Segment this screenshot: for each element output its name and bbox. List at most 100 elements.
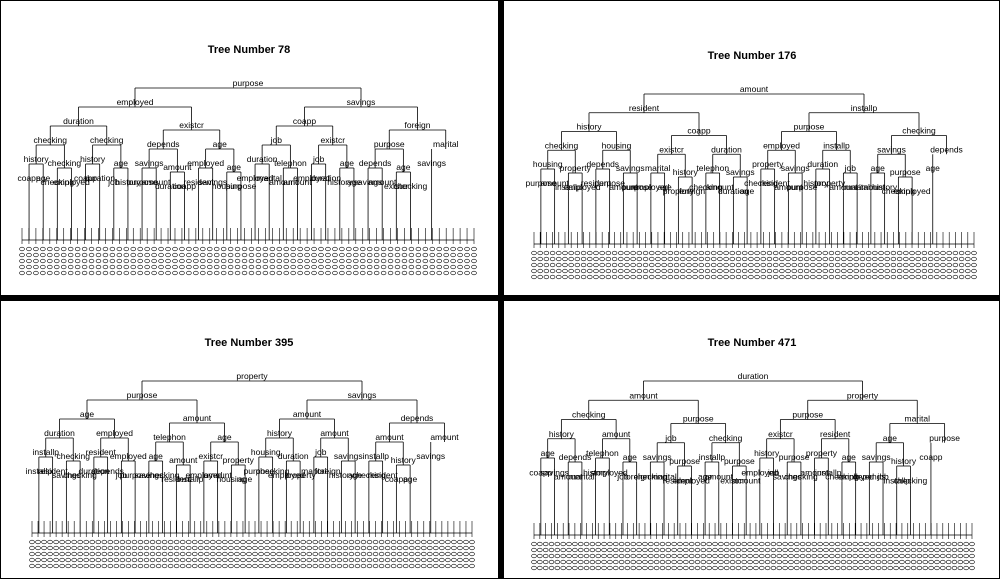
leaf-class-mark xyxy=(74,270,81,276)
leaf-class-mark xyxy=(165,252,171,258)
leaf-class-mark xyxy=(241,258,248,264)
leaf-class-mark xyxy=(655,256,661,262)
leaf-class-mark xyxy=(137,258,143,264)
leaf-class-mark xyxy=(71,557,77,563)
split-node-label: checking xyxy=(784,471,818,481)
leaf-class-mark xyxy=(396,557,403,563)
leaf-class-mark xyxy=(366,539,373,545)
leaf-class-mark xyxy=(61,264,67,270)
leaf-class-mark xyxy=(65,539,71,545)
leaf-class-mark xyxy=(531,547,537,553)
leaf-class-mark xyxy=(214,246,220,252)
leaf-class-mark xyxy=(469,551,475,557)
leaf-class-mark xyxy=(165,246,171,252)
leaf-class-mark xyxy=(47,246,53,252)
leaf-class-mark xyxy=(258,539,264,545)
split-node-label: resident xyxy=(663,475,694,485)
leaf-class-mark xyxy=(241,252,248,258)
leaf-class-mark xyxy=(372,551,379,557)
tree-branches xyxy=(540,93,947,244)
tree-title: Tree Number 471 xyxy=(707,337,797,349)
leaf-class-mark xyxy=(648,565,654,571)
leaf-class-mark xyxy=(198,539,204,545)
leaf-class-mark xyxy=(805,547,812,553)
leaf-class-mark xyxy=(673,268,680,274)
leaf-class-mark xyxy=(927,262,934,268)
split-node-label: employed xyxy=(53,177,90,187)
leaf-class-mark xyxy=(823,559,829,565)
leaf-class-mark xyxy=(137,545,144,551)
leaf-class-mark xyxy=(870,559,876,565)
leaf-class-mark xyxy=(471,258,477,264)
split-node-label: property xyxy=(285,470,317,480)
leaf-class-mark xyxy=(946,250,952,256)
leaf-class-mark xyxy=(421,557,427,563)
leaf-class-mark xyxy=(366,545,373,551)
leaf-class-mark xyxy=(760,262,766,268)
leaf-class-mark xyxy=(192,563,198,569)
leaf-class-mark xyxy=(137,557,144,563)
leaf-class-mark xyxy=(785,274,791,280)
leaf-class-mark xyxy=(193,246,199,252)
leaf-class-mark xyxy=(692,274,698,280)
tree-node-labels: propertypurposeagedurationinstallpinstal… xyxy=(26,371,460,484)
leaf-class-mark xyxy=(125,551,132,557)
split-node-label: resident xyxy=(161,474,192,484)
leaf-class-mark xyxy=(439,563,445,569)
split-node-label: checking xyxy=(256,466,290,476)
leaf-class-mark xyxy=(782,565,788,571)
leaf-class-mark xyxy=(659,565,666,571)
leaf-class-mark xyxy=(593,250,599,256)
leaf-class-mark xyxy=(262,264,269,270)
leaf-class-mark xyxy=(601,541,607,547)
leaf-class-mark xyxy=(583,547,590,553)
split-node-label: amount xyxy=(540,178,569,188)
leaf-class-mark xyxy=(940,268,946,274)
leaf-class-mark xyxy=(220,246,227,252)
leaf-class-mark xyxy=(471,252,477,258)
leaf-class-mark xyxy=(834,274,841,280)
tree-panel-176: Tree Number 176 amount resident history che… xyxy=(506,2,998,293)
leaf-class-mark xyxy=(688,565,695,571)
leaf-class-mark xyxy=(255,264,262,270)
leaf-class-mark xyxy=(450,252,456,258)
leaf-class-mark xyxy=(881,559,888,565)
leaf-class-mark xyxy=(173,545,180,551)
leaf-class-mark xyxy=(729,250,736,256)
leaf-class-mark xyxy=(946,268,952,274)
leaf-class-mark xyxy=(779,274,785,280)
leaf-class-mark xyxy=(387,258,394,264)
split-node-label: duration xyxy=(155,181,186,191)
leaf-class-mark xyxy=(673,256,680,262)
leaf-class-mark xyxy=(348,563,355,569)
leaf-class-mark xyxy=(88,264,95,270)
leaf-class-mark xyxy=(95,258,102,264)
leaf-class-mark xyxy=(282,557,288,563)
leaf-class-mark xyxy=(47,264,53,270)
leaf-class-mark xyxy=(402,557,409,563)
leaf-class-mark xyxy=(200,252,206,258)
leaf-class-mark xyxy=(59,551,65,557)
leaf-class-mark xyxy=(779,250,785,256)
split-node-label: foreign xyxy=(405,120,431,130)
leaf-class-mark xyxy=(927,274,934,280)
leaf-class-mark xyxy=(665,565,672,571)
leaf-class-mark xyxy=(785,250,791,256)
leaf-class-mark xyxy=(934,547,940,553)
leaf-class-mark xyxy=(607,553,613,559)
leaf-class-mark xyxy=(173,539,180,545)
leaf-class-mark xyxy=(228,539,234,545)
leaf-class-mark xyxy=(387,270,394,276)
leaf-class-mark xyxy=(304,246,310,252)
leaf-class-mark xyxy=(193,258,199,264)
split-node-label: depends xyxy=(401,413,434,423)
leaf-class-mark xyxy=(624,547,631,553)
leaf-class-mark xyxy=(74,252,81,258)
leaf-class-mark xyxy=(193,252,199,258)
split-node-label: property xyxy=(806,448,838,458)
leaf-class-mark xyxy=(186,246,192,252)
leaf-class-mark xyxy=(834,541,841,547)
split-node-label: existcr xyxy=(320,135,345,145)
leaf-class-mark xyxy=(865,274,872,280)
leaf-class-mark xyxy=(711,250,717,256)
